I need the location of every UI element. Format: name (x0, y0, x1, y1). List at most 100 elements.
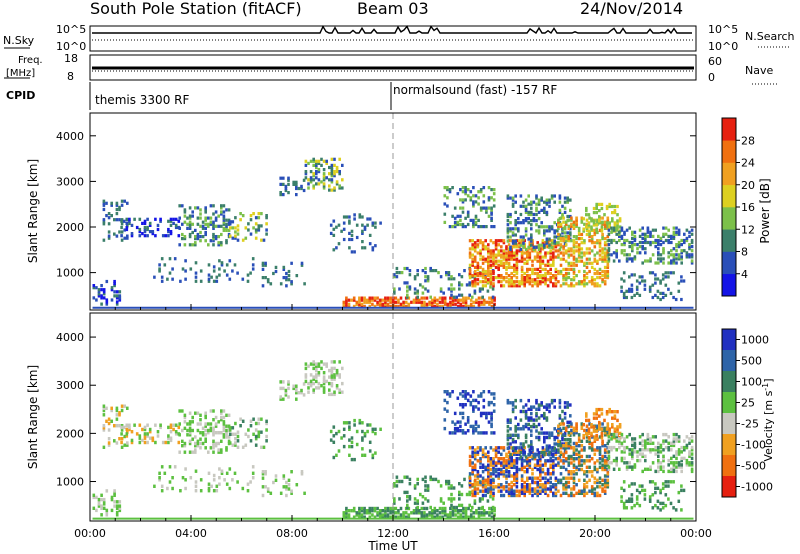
velocity-cell (559, 444, 563, 448)
velocity-cell (539, 467, 542, 472)
power-cell (113, 284, 116, 288)
colorbar-segment (722, 251, 736, 275)
velocity-cell (477, 506, 481, 511)
velocity-cell (572, 465, 576, 469)
velocity-cell (426, 499, 430, 503)
power-cell (690, 261, 694, 265)
power-cell (675, 257, 678, 261)
power-cell (654, 240, 657, 245)
velocity-cell (295, 384, 298, 388)
velocity-cell (487, 476, 490, 480)
velocity-cell (559, 422, 563, 426)
power-cell (279, 176, 282, 180)
power-cell (167, 230, 170, 234)
velocity-cell (342, 427, 346, 431)
power-cell (625, 228, 629, 232)
power-cell (304, 176, 308, 180)
velocity-cell (641, 443, 644, 448)
velocity-cell (171, 476, 174, 480)
power-cell (661, 295, 665, 300)
power-cell (563, 200, 567, 204)
power-cell (395, 271, 399, 275)
power-cell (675, 226, 678, 230)
power-cell (532, 200, 536, 204)
velocity-cell (505, 485, 508, 489)
velocity-cell (204, 422, 207, 426)
power-cell (549, 249, 552, 253)
power-cell (659, 279, 662, 283)
power-cell (513, 253, 516, 257)
power-cell (598, 245, 602, 249)
velocity-cell (120, 428, 124, 432)
power-cell (407, 302, 411, 306)
power-cell (616, 223, 619, 227)
power-cell (546, 251, 550, 255)
velocity-cell (489, 472, 493, 476)
power-cell (505, 265, 508, 269)
velocity-cell (570, 476, 573, 480)
velocity-cell (199, 489, 203, 493)
power-cell (603, 222, 607, 226)
power-cell (204, 206, 207, 210)
velocity-cell (475, 511, 478, 515)
velocity-cell (469, 515, 473, 519)
power-cell (151, 232, 155, 236)
velocity-cell (493, 509, 496, 513)
velocity-cell (636, 450, 639, 454)
velocity-cell (580, 439, 584, 443)
power-cell (107, 222, 111, 226)
velocity-cell (125, 423, 129, 427)
velocity-cell (471, 493, 474, 498)
power-cell (585, 213, 588, 217)
velocity-cell (166, 486, 169, 491)
power-cell (644, 247, 647, 251)
power-cell (317, 168, 321, 172)
velocity-cell (601, 467, 604, 472)
velocity-cell (685, 445, 689, 450)
velocity-cell (430, 513, 434, 517)
velocity-cell (468, 492, 471, 497)
velocity-cell (582, 433, 585, 438)
velocity-cell (143, 432, 147, 436)
power-cell (171, 267, 174, 271)
power-cell (570, 239, 573, 243)
power-cell (269, 282, 273, 286)
velocity-cell (329, 438, 333, 442)
power-cell (384, 298, 387, 302)
power-cell (194, 206, 197, 210)
velocity-cell (492, 396, 496, 400)
power-cell (302, 188, 306, 193)
power-cell (481, 269, 485, 274)
power-cell (460, 293, 464, 297)
velocity-cell (590, 485, 594, 489)
power-cell (610, 240, 613, 245)
velocity-cell (509, 433, 512, 437)
velocity-cell (527, 418, 530, 422)
velocity-cell (680, 463, 683, 467)
power-cell (199, 212, 202, 216)
velocity-cell (348, 421, 351, 425)
power-cell (592, 221, 596, 225)
power-cell (500, 239, 503, 243)
power-cell (557, 253, 560, 257)
power-cell (507, 263, 511, 267)
velocity-cell (685, 461, 689, 465)
velocity-cell (398, 479, 401, 484)
velocity-cell (537, 405, 541, 409)
velocity-cell (546, 493, 550, 498)
power-cell (462, 304, 465, 308)
power-cell (97, 294, 101, 298)
velocity-cell (664, 432, 668, 437)
velocity-cell (559, 446, 563, 450)
velocity-cell (360, 513, 364, 517)
velocity-cell (539, 485, 542, 489)
power-cell (384, 304, 387, 308)
velocity-cell (567, 470, 571, 474)
velocity-cell (612, 467, 616, 471)
velocity-cell (262, 445, 266, 449)
power-cell (651, 240, 655, 245)
power-cell (562, 220, 565, 224)
power-cell (600, 221, 604, 225)
power-cell (537, 210, 541, 214)
power-cell (596, 269, 599, 274)
